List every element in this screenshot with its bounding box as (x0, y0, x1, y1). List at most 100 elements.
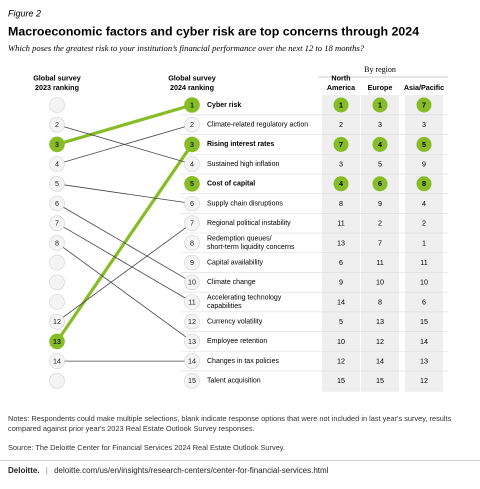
risk-label: Accelerating technology (207, 295, 282, 302)
rank-badge (49, 274, 65, 291)
region-rank: 5 (422, 140, 426, 149)
rank-value: 4 (55, 160, 59, 169)
region-rank: 7 (339, 140, 343, 149)
column-header: North (331, 73, 350, 82)
column-header: America (327, 83, 356, 92)
footer-url: deloitte.com/us/en/insights/research-cen… (54, 466, 329, 475)
rank-badge (49, 235, 65, 251)
rank-value: 10 (188, 278, 196, 287)
rank-badge (49, 313, 65, 330)
rank-value: 5 (190, 179, 194, 188)
rank-change-line (56, 203, 193, 283)
rank-badge (184, 215, 200, 231)
column-header: 2023 ranking (35, 83, 79, 92)
rank-badge (49, 353, 65, 369)
rank-value: 1 (190, 100, 194, 109)
title: Macroeconomic factors and cyber risk are… (8, 24, 419, 38)
rank-badge (184, 294, 200, 310)
rank-badge (184, 136, 200, 153)
risk-label: short-term liquidity concerns (207, 244, 295, 251)
rank-badge (49, 136, 65, 153)
region-rank: 5 (339, 317, 343, 326)
rank-badge (184, 333, 200, 350)
region-rank: 10 (337, 337, 345, 346)
region-badge (333, 136, 349, 152)
region-rank: 6 (339, 258, 343, 267)
rank-badge (49, 372, 65, 389)
region-rank: 1 (422, 238, 426, 247)
rank-value: 11 (188, 297, 195, 306)
rank-badge (184, 313, 200, 330)
risk-label: Changes in tax policies (207, 358, 279, 365)
region-rank: 5 (378, 160, 382, 169)
column-header: Asia/Pacific (404, 83, 444, 92)
region-rank: 3 (339, 160, 343, 169)
by-region-header: By region (364, 65, 396, 74)
region-rank: 12 (376, 337, 384, 346)
region-badge (372, 136, 388, 152)
rank-value: 14 (53, 357, 61, 366)
region-rank: 15 (376, 376, 384, 385)
rank-value: 4 (190, 160, 194, 169)
separator: | (45, 466, 48, 475)
risk-label: Currency volatility (207, 319, 263, 326)
region-rank: 1 (378, 100, 382, 109)
rank-value: 8 (190, 238, 194, 247)
rank-value: 14 (188, 357, 196, 366)
region-rank: 11 (337, 219, 344, 228)
subtitle: Which poses the greatest risk to your in… (8, 43, 365, 53)
rank-badge (49, 294, 65, 310)
rank-value: 5 (55, 179, 59, 188)
rank-value: 15 (188, 376, 196, 385)
risk-label: Talent acquisition (207, 378, 261, 385)
rank-badge (49, 215, 65, 231)
region-rank: 2 (422, 219, 426, 228)
rank-change-line (56, 222, 193, 323)
risk-label: Supply chain disruptions (207, 200, 283, 207)
rank-badge (184, 274, 200, 291)
rank-value: 2 (190, 120, 194, 129)
rank-value: 9 (190, 258, 194, 267)
region-badge (416, 136, 432, 152)
risk-label: Employee retention (207, 338, 267, 345)
rank-change-line-highlight (56, 103, 193, 146)
risk-label: Sustained high inflation (207, 161, 279, 168)
region-rank: 6 (422, 297, 426, 306)
region-rank: 12 (337, 357, 345, 366)
rank-change-line (56, 124, 193, 165)
rank-value: 6 (190, 199, 194, 208)
column-header: 2024 ranking (170, 83, 214, 92)
rank-badge (49, 156, 65, 172)
region-rank: 8 (339, 199, 343, 208)
rank-change-line (56, 183, 193, 204)
region-rank: 11 (420, 258, 427, 267)
region-rank: 12 (420, 376, 428, 385)
risk-label: Regional political instability (207, 220, 291, 227)
region-rank: 9 (339, 278, 343, 287)
risk-label: Redemption queues/ (207, 235, 272, 242)
region-badge (372, 176, 388, 192)
rank-badge (49, 254, 65, 271)
risk-label: Cyber risk (207, 102, 241, 109)
region-rank: 2 (339, 120, 343, 129)
footer: Deloitte. | deloitte.com/us/en/insights/… (8, 465, 328, 477)
region-rank: 7 (378, 238, 382, 247)
region-badge (333, 176, 349, 192)
rank-badge (184, 353, 200, 369)
rank-badge (184, 156, 200, 172)
region-rank: 8 (422, 179, 426, 188)
region-rank: 14 (420, 337, 428, 346)
region-rank: 4 (422, 199, 426, 208)
region-rank: 14 (337, 297, 345, 306)
rank-value: 12 (53, 317, 61, 326)
region-rank: 4 (339, 179, 343, 188)
region-rank: 10 (376, 278, 384, 287)
region-rank: 9 (422, 160, 426, 169)
region-rank: 9 (378, 199, 382, 208)
region-rank: 15 (337, 376, 345, 385)
column-header: Global survey (168, 73, 216, 82)
region-rank: 11 (376, 258, 383, 267)
region-rank: 7 (422, 100, 426, 109)
